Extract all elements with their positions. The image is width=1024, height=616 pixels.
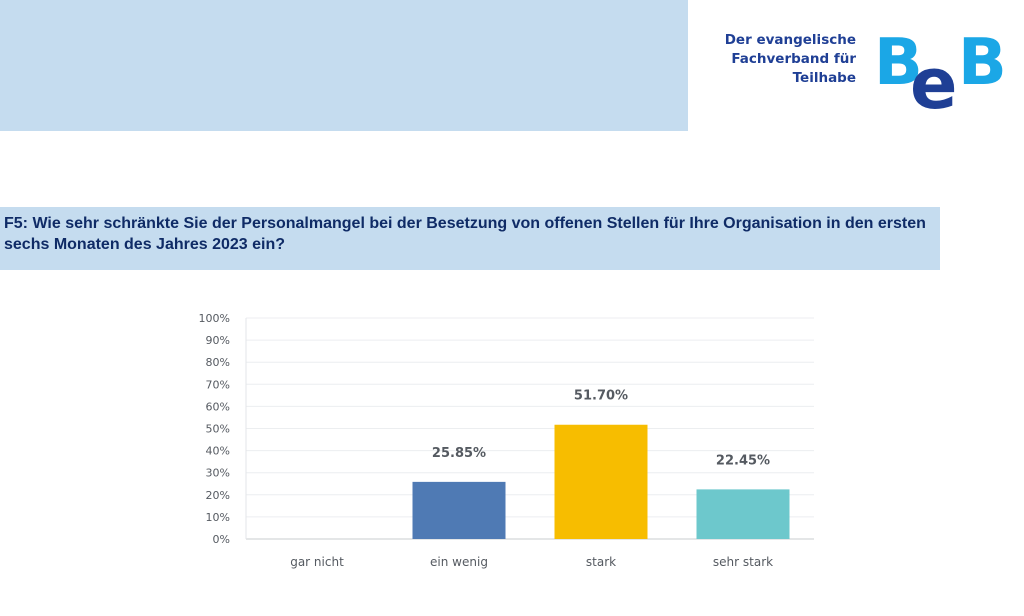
- bars: [412, 424, 790, 539]
- y-tick-label: 100%: [199, 312, 230, 325]
- x-category-label: ein wenig: [430, 555, 488, 569]
- y-tick-label: 20%: [206, 489, 230, 502]
- organization-name-line-1: Der evangelische: [724, 32, 856, 48]
- question-title: F5: Wie sehr schränkte Sie der Personalm…: [4, 215, 926, 253]
- logo-letter-e: e: [910, 43, 957, 112]
- x-category-label: gar nicht: [290, 555, 344, 569]
- value-label: 22.45%: [716, 453, 770, 468]
- organization-name-line-3: Teilhabe: [792, 70, 856, 86]
- y-tick-label: 60%: [206, 400, 230, 413]
- bar-sehr-stark: [696, 489, 790, 539]
- header-band: [0, 0, 688, 131]
- y-tick-label: 70%: [206, 378, 230, 391]
- y-tick-label: 40%: [206, 445, 230, 458]
- logo-letter-b-right: B: [958, 28, 1007, 100]
- bar-ein-wenig: [412, 481, 506, 539]
- beb-logo-icon: B B e: [874, 28, 1007, 112]
- question-box: F5: Wie sehr schränkte Sie der Personalm…: [0, 207, 940, 270]
- value-label: 25.85%: [432, 446, 486, 461]
- bar-stark: [554, 424, 648, 539]
- value-labels: 25.85% 51.70% 22.45%: [432, 389, 770, 469]
- y-tick-label: 30%: [206, 467, 230, 480]
- x-category-label: stark: [586, 555, 616, 569]
- y-tick-label: 10%: [206, 511, 230, 524]
- y-tick-label: 0%: [213, 533, 230, 546]
- y-axis-ticks: 0% 10% 20% 30% 40% 50% 60% 70% 80% 90% 100%: [199, 312, 230, 546]
- x-category-label: sehr stark: [713, 555, 773, 569]
- value-label: 51.70%: [574, 389, 628, 404]
- y-tick-label: 50%: [206, 423, 230, 436]
- logo-letter-b-left: B: [874, 28, 923, 100]
- organization-name-line-2: Fachverband für: [731, 51, 856, 67]
- category-labels: gar nicht ein wenig stark sehr stark: [290, 555, 773, 569]
- y-tick-label: 80%: [206, 356, 230, 369]
- organization-name: Der evangelische Fachverband für Teilhab…: [700, 31, 856, 88]
- y-tick-label: 90%: [206, 334, 230, 347]
